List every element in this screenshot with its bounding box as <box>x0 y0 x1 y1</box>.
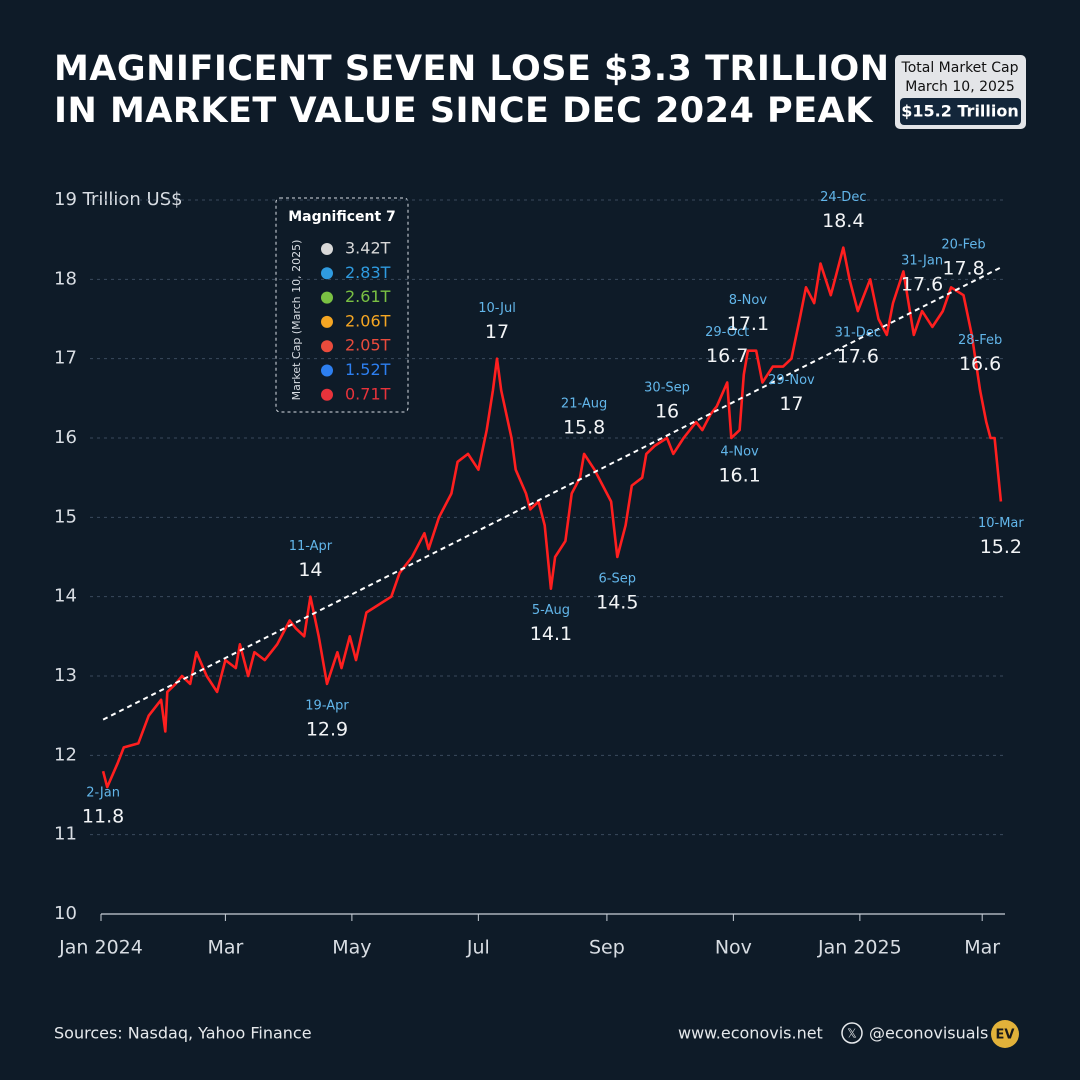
info-heading: Total Market Cap <box>901 60 1019 76</box>
handle: @econovisuals <box>869 1024 988 1043</box>
annotation-value: 14.5 <box>596 592 638 614</box>
annotation-date: 21-Aug <box>561 396 607 411</box>
x-tick-label: Mar <box>964 937 1000 959</box>
x-icon <box>841 1022 863 1044</box>
legend-icon <box>321 388 333 401</box>
legend-value: 2.05T <box>345 336 391 355</box>
annotation-value: 17.8 <box>942 258 984 280</box>
annotation-date: 10-Mar <box>978 516 1024 531</box>
x-tick-label: Jan 2024 <box>58 937 143 959</box>
y-tick-label: 18 <box>54 268 77 289</box>
legend-icon <box>321 340 333 353</box>
annotation-value: 12.9 <box>306 718 348 740</box>
legend-value: 2.61T <box>345 287 391 306</box>
trend-line <box>102 266 1002 721</box>
x-tick-label: Nov <box>715 937 752 959</box>
x-tick-label: Sep <box>589 937 625 959</box>
annotation-date: 5-Aug <box>532 603 570 618</box>
logo-bg <box>991 1020 1019 1048</box>
annotation-value: 14.1 <box>530 623 572 645</box>
website: www.econovis.net <box>678 1024 823 1043</box>
y-tick-label: 13 <box>54 665 77 686</box>
annotation-value: 17.1 <box>727 313 769 335</box>
annotation-date: 20-Feb <box>941 238 985 253</box>
legend-icon <box>321 364 333 377</box>
annotation-value: 17 <box>485 321 509 343</box>
annotation-date: 4-Nov <box>720 445 759 460</box>
info-box: Total Market Cap March 10, 2025 $15.2 Tr… <box>895 55 1026 129</box>
annotation-value: 18.4 <box>822 210 864 232</box>
legend-subtitle: Market Cap (March 10, 2025) <box>290 240 303 401</box>
annotation-value: 16 <box>655 401 679 423</box>
annotation-date: 31-Dec <box>835 326 881 341</box>
legend-icon <box>321 267 333 280</box>
legend-icon <box>321 315 333 328</box>
x-tick-label: Jan 2025 <box>817 937 902 959</box>
legend-title: Magnificent 7 <box>288 209 396 225</box>
annotation-date: 30-Sep <box>644 381 690 396</box>
y-tick-label: 10 <box>54 903 77 924</box>
info-date: March 10, 2025 <box>905 79 1014 95</box>
annotation-date: 31-Jan <box>901 254 943 269</box>
info-value: $15.2 Trillion <box>901 102 1019 121</box>
annotation-value: 17 <box>779 393 803 415</box>
annotation-date: 29-Oct <box>705 325 749 340</box>
x-icon-glyph: 𝕏 <box>847 1027 857 1041</box>
y-tick-label: 12 <box>54 744 77 765</box>
legend-value: 2.06T <box>345 311 391 330</box>
legend-value: 3.42T <box>345 239 391 258</box>
annotation-date: 8-Nov <box>729 293 768 308</box>
annotation-date: 2-Jan <box>86 786 120 801</box>
annotation-value: 16.1 <box>718 465 760 487</box>
annotation-date: 24-Dec <box>820 190 866 205</box>
chart-title: MAGNIFICENT SEVEN LOSE $3.3 TRILLION <box>54 49 890 89</box>
legend-value: 0.71T <box>345 384 391 403</box>
annotation-value: 16.6 <box>959 353 1001 375</box>
y-tick-label: 11 <box>54 824 77 845</box>
legend-value: 1.52T <box>345 360 391 379</box>
x-tick-label: Jul <box>466 937 490 959</box>
logo: EV <box>996 1028 1015 1043</box>
annotation-value: 14 <box>298 559 322 581</box>
annotation-date: 10-Jul <box>478 301 516 316</box>
y-tick-label: 17 <box>54 348 77 369</box>
legend: Magnificent 7 Market Cap (March 10, 2025… <box>275 197 409 413</box>
annotation-value: 11.8 <box>82 806 124 828</box>
annotation-date: 19-Apr <box>305 698 349 713</box>
legend-icon <box>321 243 333 255</box>
annotation-value: 15.2 <box>980 536 1022 558</box>
legend-border <box>275 197 409 413</box>
y-tick-label: 15 <box>54 506 77 527</box>
y-tick-label: 16 <box>54 427 77 448</box>
legend-icon <box>321 291 333 304</box>
annotation-value: 15.8 <box>563 416 605 438</box>
annotation-date: 6-Sep <box>599 572 636 587</box>
x-tick-label: Mar <box>207 937 243 959</box>
price-line <box>101 246 1003 789</box>
info-value-bg <box>900 98 1021 125</box>
source: Sources: Nasdaq, Yahoo Finance <box>54 1024 312 1043</box>
x-tick-label: May <box>332 937 371 959</box>
annotation-value: 17.6 <box>901 274 943 296</box>
y-tick-label: 14 <box>54 586 77 607</box>
legend-value: 2.83T <box>345 263 391 282</box>
annotation-date: 28-Feb <box>958 333 1002 348</box>
annotation-date: 11-Apr <box>289 539 333 554</box>
chart-title: IN MARKET VALUE SINCE DEC 2024 PEAK <box>54 91 874 131</box>
annotation-value: 17.6 <box>837 346 879 368</box>
annotation-date: 29-Nov <box>768 373 815 388</box>
annotation-value: 16.7 <box>706 345 748 367</box>
